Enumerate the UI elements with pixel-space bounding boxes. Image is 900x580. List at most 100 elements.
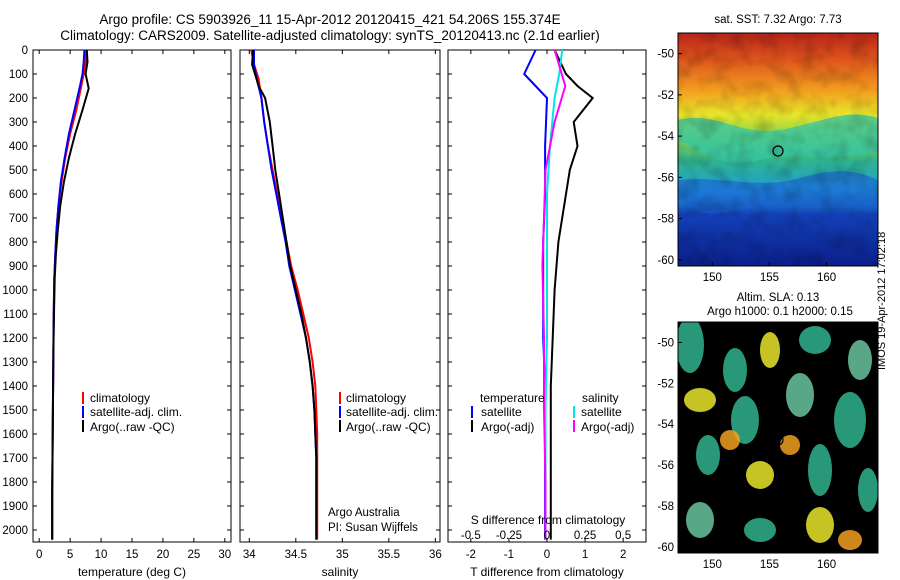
map-y-tick-label: -50 <box>657 337 674 349</box>
sst-map-title: sat. SST: 7.32 Argo: 7.73 <box>714 14 842 26</box>
difference-xlabel: T difference from climatology <box>470 565 624 579</box>
series-line-salinity-argo-adj- <box>541 49 567 540</box>
depth-tick-label: 1500 <box>2 405 28 417</box>
legend-label: Argo(-adj) <box>481 420 534 434</box>
x-tick-label: 36 <box>429 549 442 561</box>
depth-tick-label: 1600 <box>2 429 28 441</box>
legend-label: satellite <box>581 405 622 419</box>
sla-blob <box>684 388 716 412</box>
temperature-legend: climatology satellite-adj. clim. Argo(..… <box>82 391 182 434</box>
sla-blob <box>808 444 832 496</box>
series-line-climatology <box>250 49 319 540</box>
s-tick-label: -0.5 <box>461 530 481 542</box>
legend-label: Argo(..raw -QC) <box>90 420 175 434</box>
map-y-tick-label: -54 <box>657 419 674 431</box>
s-tick-label: 0 <box>544 530 550 542</box>
series-line-satellite-adj-clim- <box>253 50 318 540</box>
depth-tick-label: 0 <box>22 45 28 57</box>
map-x-tick-label: 150 <box>703 559 722 571</box>
x-tick-label: 2 <box>620 549 626 561</box>
depth-tick-label: 800 <box>9 237 28 249</box>
map-x-tick-label: 160 <box>817 559 836 571</box>
s-tick-label: 0.25 <box>574 530 596 542</box>
x-tick-label: 0 <box>36 549 42 561</box>
salinity-legend: climatology satellite-adj. clim. Argo(..… <box>339 391 438 434</box>
sla-blob <box>678 322 704 373</box>
depth-tick-label: 1100 <box>3 309 28 321</box>
sla-blob <box>744 518 776 542</box>
sla-blob <box>786 373 814 417</box>
x-tick-label: 30 <box>218 549 231 561</box>
map-x-tick-label: 155 <box>760 559 779 571</box>
sla-blob <box>696 435 720 475</box>
x-tick-label: 10 <box>95 549 108 561</box>
imos-timestamp: IMOS 19-Apr-2012 17:02:18 <box>876 231 888 370</box>
salinity-xlabel: salinity <box>322 565 359 579</box>
s-tick-label: 0.5 <box>615 530 631 542</box>
map-y-tick-label: -56 <box>657 460 674 472</box>
x-tick-label: 35.5 <box>378 549 400 561</box>
depth-tick-label: 1700 <box>2 453 28 465</box>
depth-tick-label: 600 <box>9 189 28 201</box>
series-line-climatology <box>51 49 88 540</box>
title-line-2: Climatology: CARS2009. Satellite-adjuste… <box>60 28 600 43</box>
s-tick-label: -0.25 <box>496 530 522 542</box>
credit-pi: PI: Susan Wijffels <box>328 522 418 534</box>
legend-label: climatology <box>346 391 406 405</box>
series-line-satellite-adj-clim- <box>51 49 86 540</box>
sla-blob <box>760 332 780 368</box>
x-tick-label: 5 <box>67 549 73 561</box>
depth-tick-label: 1000 <box>2 285 28 297</box>
sla-map <box>678 322 878 553</box>
legend-label: Argo(..raw -QC) <box>346 420 431 434</box>
sla-blob <box>720 430 740 450</box>
sla-blob <box>834 392 866 448</box>
salinity-panel-frame <box>239 49 441 543</box>
difference-legend: temperature salinity satellite Argo(-adj… <box>471 391 634 434</box>
map-y-tick-label: -56 <box>657 172 674 184</box>
depth-tick-label: 1800 <box>2 477 28 489</box>
sla-map-frame <box>677 321 879 554</box>
map-y-tick-label: -58 <box>657 214 674 226</box>
x-tick-label: 0 <box>544 549 550 561</box>
x-tick-label: 20 <box>157 549 170 561</box>
map-y-tick-label: -52 <box>657 90 674 102</box>
sst-map <box>678 33 878 266</box>
title-line-1: Argo profile: CS 5903926_11 15-Apr-2012 … <box>99 12 561 27</box>
sla-map-title-2: Argo h1000: 0.1 h2000: 0.15 <box>707 306 853 318</box>
x-tick-label: 35 <box>336 549 349 561</box>
sst-map-frame <box>677 32 879 267</box>
sla-blob <box>799 326 831 354</box>
sla-blob <box>780 435 800 455</box>
sla-blob <box>838 530 862 550</box>
map-x-tick-label: 155 <box>760 272 779 284</box>
legend-title-salinity: salinity <box>582 391 619 405</box>
legend-label: satellite-adj. clim. <box>346 405 438 419</box>
x-tick-label: 34.5 <box>285 549 307 561</box>
x-tick-label: 15 <box>126 549 139 561</box>
map-y-tick-label: -54 <box>657 131 674 143</box>
legend-title-temperature: temperature <box>480 391 545 405</box>
legend-label: climatology <box>90 391 150 405</box>
series-line-temperature-argo-adj- <box>549 49 595 540</box>
sla-blob <box>731 396 759 444</box>
map-y-tick-label: -60 <box>657 255 674 267</box>
sla-map-title-1: Altim. SLA: 0.13 <box>736 292 820 304</box>
depth-tick-label: 700 <box>9 213 28 225</box>
sla-blob <box>723 348 747 392</box>
sla-blob <box>746 461 774 489</box>
map-y-tick-label: -58 <box>657 501 674 513</box>
temperature-xlabel: temperature (deg C) <box>78 565 186 579</box>
x-tick-label: 34 <box>243 549 256 561</box>
depth-tick-label: 500 <box>9 165 28 177</box>
legend-label: Argo(-adj) <box>581 420 634 434</box>
depth-tick-label: 1200 <box>2 333 28 345</box>
legend-label: satellite-adj. clim. <box>90 405 182 419</box>
x-tick-label: 25 <box>187 549 200 561</box>
depth-tick-label: 1900 <box>2 501 28 513</box>
depth-tick-label: 2000 <box>2 525 28 537</box>
depth-axis: 0 100 200 300 400 500 600 700 800 900 1000 1100 1200… <box>2 45 646 537</box>
series-line-argo-raw-qc- <box>51 49 90 540</box>
map-x-tick-label: 150 <box>703 272 722 284</box>
sla-blob <box>848 340 872 380</box>
